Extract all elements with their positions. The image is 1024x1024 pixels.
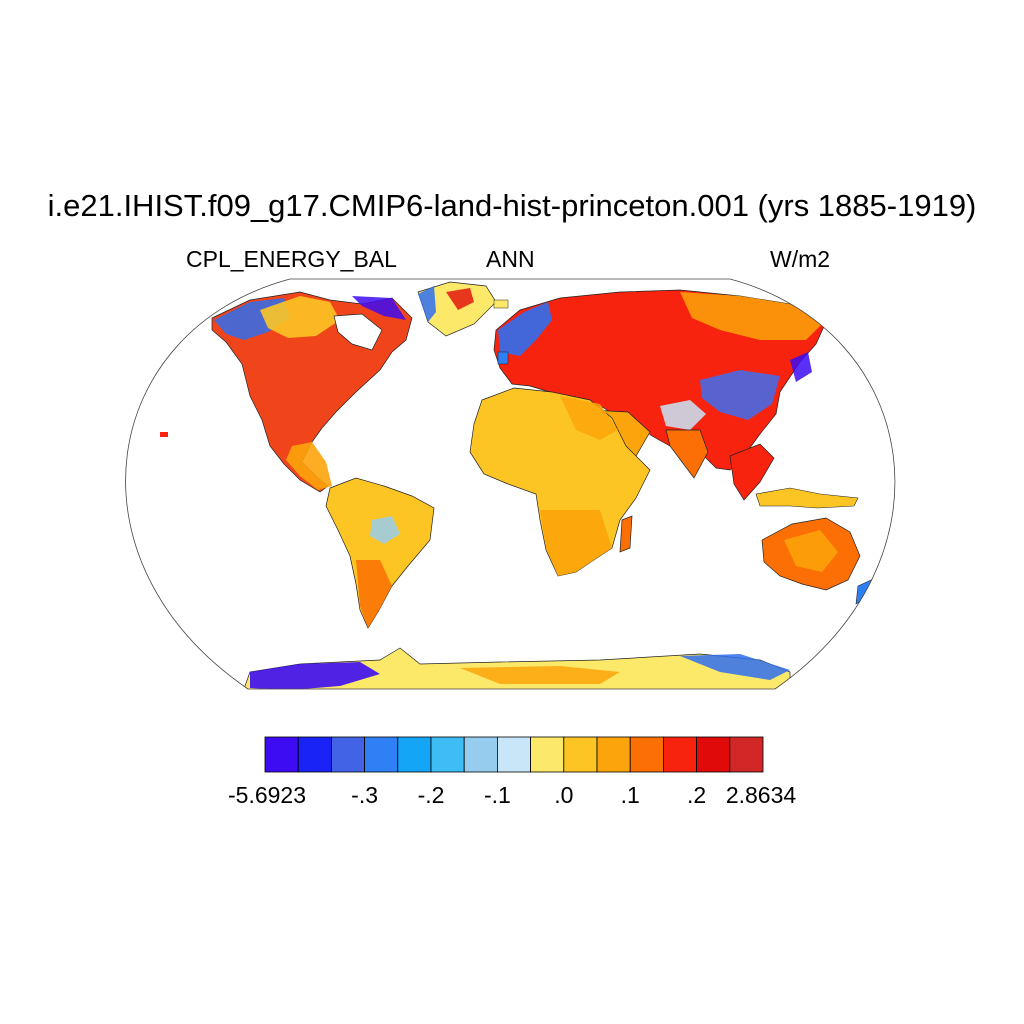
season-label: ANN [486, 246, 535, 272]
hawaii [160, 432, 168, 437]
south-america-south [356, 560, 392, 628]
colorbar-label-4: .0 [554, 782, 574, 808]
colorbar-swatch-12 [663, 736, 698, 773]
uk [497, 351, 509, 365]
iceland [493, 299, 509, 309]
hudson-bay [333, 313, 383, 351]
north-africa-warm [560, 396, 618, 440]
colorbar-swatch-11 [629, 736, 664, 773]
europe-cold [498, 302, 552, 356]
antarctica-warm [460, 666, 620, 684]
colorbar-swatch-10 [596, 736, 631, 773]
colorbar-swatch-5 [430, 736, 465, 773]
colorbar-swatch-4 [397, 736, 432, 773]
colorbar-swatch-13 [696, 736, 731, 773]
colorbar-swatch-1 [297, 736, 332, 773]
madagascar [619, 515, 633, 553]
siberia-mixed [680, 292, 824, 340]
colorbar-swatch-3 [364, 736, 399, 773]
tibet-cool [660, 400, 706, 430]
colorbar-swatch-0 [264, 736, 299, 773]
colorbar-label-1: -.3 [351, 782, 379, 808]
north-america-north [260, 296, 340, 338]
colorbar-label-3: -.1 [483, 782, 511, 808]
east-asia-cold [700, 370, 780, 420]
south-america-cool [370, 516, 400, 544]
colorbar-label-7: 2.8634 [725, 782, 797, 808]
southeast-asia [729, 443, 775, 501]
land-field [160, 281, 885, 689]
colorbar-label-2: -.2 [417, 782, 445, 808]
colorbar-label-5: .1 [620, 782, 640, 808]
plot-title: i.e21.IHIST.f09_g17.CMIP6-land-hist-prin… [47, 188, 977, 223]
variable-name: CPL_ENERGY_BAL [186, 246, 397, 272]
africa-south [540, 510, 612, 576]
colorbar-swatch-9 [563, 736, 598, 773]
cold-hudson [352, 296, 406, 320]
colorbar-swatch-14 [729, 736, 764, 773]
colorbar-swatch-8 [530, 736, 565, 773]
indonesia [755, 487, 859, 509]
colorbar [264, 736, 764, 773]
greenland-center [446, 288, 474, 310]
units-label: W/m2 [770, 246, 831, 272]
greenland-edge [418, 286, 436, 322]
india [665, 429, 709, 479]
antarctica-coast-cold [250, 662, 380, 689]
map-boundary [125, 278, 896, 690]
antarctica-east-cold [680, 654, 790, 680]
colorbar-label-0: -5.6923 [227, 782, 307, 808]
colorbar-swatch-2 [330, 736, 365, 773]
australia-center [784, 530, 838, 572]
north-america-south [286, 442, 332, 490]
new-zealand [855, 573, 885, 605]
colorbar-label-6: .2 [687, 782, 707, 808]
colorbar-swatch-7 [496, 736, 531, 773]
greenland [417, 281, 497, 337]
east-asia-blue-spot [790, 352, 812, 382]
colorbar-swatch-6 [463, 736, 498, 773]
